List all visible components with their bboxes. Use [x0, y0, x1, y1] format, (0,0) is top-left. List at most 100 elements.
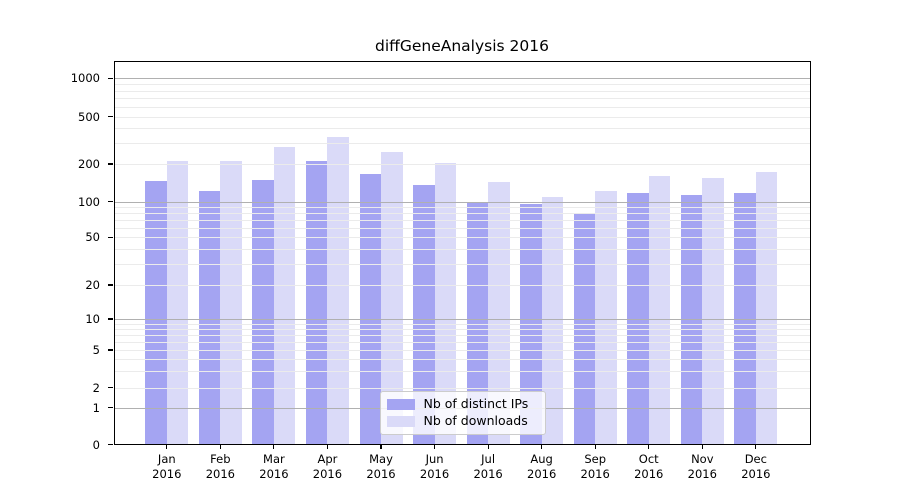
legend-label: Nb of distinct IPs	[423, 396, 529, 412]
y-axis-tick-10	[108, 318, 113, 320]
bar-nb-of-downloads-jan	[166, 160, 189, 445]
y-axis-tick-200	[108, 163, 113, 165]
y-axis-tick-1	[108, 407, 113, 409]
minor-gridline-300	[114, 143, 810, 145]
y-axis-label-1000: 1000	[70, 71, 100, 86]
minor-gridline-400	[114, 128, 810, 130]
x-axis-label-month: Mar	[263, 452, 285, 466]
bar-nb-of-distinct-ips-apr	[305, 161, 328, 445]
minor-gridline-4	[114, 359, 810, 361]
x-axis-label-month: Dec	[744, 452, 767, 466]
x-axis-label-nov: Nov 2016	[670, 452, 734, 481]
x-axis-tick-oct	[648, 444, 650, 449]
major-gridline-100	[114, 201, 810, 203]
legend: Nb of distinct IPs Nb of downloads	[379, 391, 546, 435]
x-axis-label-year: 2016	[419, 466, 450, 481]
minor-gridline-3	[114, 371, 810, 373]
minor-gridline-80	[114, 213, 810, 215]
bar-nb-of-downloads-sep	[595, 190, 617, 445]
minor-gridline-9	[114, 323, 810, 325]
bar-nb-of-distinct-ips-feb	[198, 190, 221, 445]
x-axis-label-year: 2016	[259, 466, 289, 481]
bar-nb-of-downloads-jul	[488, 182, 510, 445]
bar-nb-of-downloads-feb	[220, 161, 242, 445]
y-axis-label-5: 5	[92, 343, 100, 357]
x-axis-label-jan: Jan 2016	[135, 452, 199, 481]
bar-nb-of-distinct-ips-jan	[145, 181, 167, 445]
x-axis-tick-dec	[755, 444, 757, 449]
x-axis-tick-nov	[701, 444, 703, 449]
minor-gridline-90	[114, 207, 810, 209]
y-axis-tick-0	[108, 443, 113, 446]
y-axis-tick-500	[108, 116, 113, 118]
y-axis-label-500: 500	[78, 109, 100, 124]
minor-gridline-40	[114, 248, 810, 250]
x-axis-label-year: 2016	[473, 466, 503, 481]
major-gridline-10	[114, 319, 810, 320]
minor-gridline-600	[114, 106, 810, 108]
minor-gridline-200	[114, 164, 810, 165]
minor-gridline-900	[114, 84, 810, 86]
bar-nb-of-distinct-ips-mar	[252, 180, 274, 445]
x-axis-label-year: 2016	[634, 466, 664, 481]
bar-nb-of-downloads-apr	[327, 136, 349, 445]
minor-gridline-500	[114, 116, 810, 118]
bar-nb-of-downloads-oct	[648, 176, 671, 445]
y-axis-tick-5	[108, 349, 113, 351]
x-axis-label-month: Oct	[638, 452, 659, 466]
minor-gridline-6	[114, 341, 810, 343]
x-axis-label-apr: Apr 2016	[295, 452, 359, 481]
x-axis-label-year: 2016	[205, 466, 235, 481]
major-gridline-1000	[114, 78, 810, 80]
x-axis-label-year: 2016	[741, 466, 771, 481]
x-axis-label-month: Jan	[157, 452, 176, 466]
x-axis-label-year: 2016	[527, 466, 557, 481]
y-axis-label-50: 50	[85, 230, 100, 245]
x-axis-tick-aug	[541, 444, 543, 449]
x-axis-label-month: Aug	[530, 452, 553, 466]
x-axis-tick-jul	[487, 444, 489, 449]
x-axis-label-sep: Sep 2016	[563, 452, 627, 481]
minor-gridline-30	[114, 263, 810, 265]
x-axis-label-may: May 2016	[349, 452, 413, 481]
y-axis-tick-2	[108, 387, 113, 389]
x-axis-label-month: May	[369, 452, 393, 466]
chart-title: diffGeneAnalysis 2016	[375, 37, 549, 55]
x-axis-label-jun: Jun 2016	[403, 452, 467, 481]
bar-nb-of-distinct-ips-jul	[466, 202, 489, 445]
x-axis-tick-sep	[594, 444, 596, 449]
y-axis-label-200: 200	[78, 157, 100, 171]
bar-nb-of-downloads-aug	[541, 196, 564, 445]
minor-gridline-800	[114, 90, 810, 92]
legend-row: Nb of downloads	[386, 413, 545, 429]
y-axis-label-100: 100	[78, 194, 100, 209]
legend-swatch	[386, 399, 415, 410]
x-axis-label-year: 2016	[312, 466, 343, 481]
x-axis-label-oct: Oct 2016	[617, 452, 681, 481]
x-axis-label-year: 2016	[687, 466, 717, 481]
x-axis-label-jul: Jul 2016	[456, 452, 520, 481]
y-axis-tick-1000	[108, 77, 113, 79]
minor-gridline-8	[114, 328, 810, 330]
bar-nb-of-downloads-nov	[702, 178, 724, 445]
y-axis-tick-100	[108, 201, 113, 203]
bar-nb-of-distinct-ips-dec	[734, 192, 756, 445]
y-axis-label-20: 20	[85, 278, 100, 292]
y-axis-tick-20	[108, 284, 113, 286]
x-axis-label-month: Apr	[317, 452, 338, 466]
x-axis-tick-jun	[433, 444, 436, 449]
x-axis-label-year: 2016	[366, 466, 396, 481]
x-axis-tick-apr	[326, 444, 329, 449]
y-axis-label-2: 2	[92, 380, 100, 395]
legend-label: Nb of downloads	[423, 413, 528, 429]
x-axis-tick-jan	[166, 444, 168, 449]
x-axis-label-month: Jul	[481, 452, 496, 466]
bar-nb-of-downloads-dec	[755, 171, 778, 445]
legend-swatch	[386, 416, 415, 427]
minor-gridline-70	[114, 220, 810, 222]
minor-gridline-7	[114, 334, 810, 336]
x-axis-tick-mar	[273, 444, 275, 449]
minor-gridline-20	[114, 285, 810, 286]
legend-row: Nb of distinct IPs	[386, 396, 545, 412]
